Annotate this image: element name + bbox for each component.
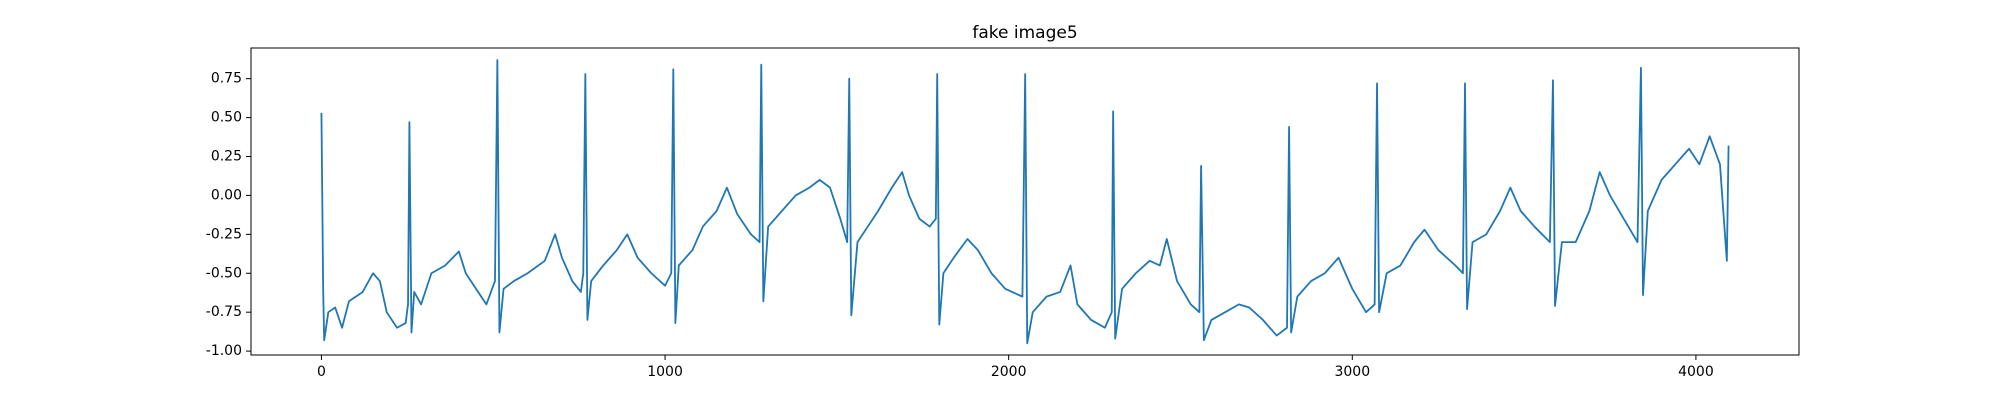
y-tick-label: -0.25 bbox=[206, 226, 242, 242]
y-tick-label: -0.75 bbox=[206, 304, 242, 320]
chart-title: fake image5 bbox=[972, 23, 1077, 43]
x-tick-label: 1000 bbox=[647, 364, 683, 380]
y-tick-label: 0.25 bbox=[211, 149, 242, 165]
y-tick-label: -1.00 bbox=[206, 343, 242, 359]
y-tick-label: -0.50 bbox=[206, 265, 242, 281]
data-line bbox=[320, 59, 1730, 345]
x-tick-label: 2000 bbox=[991, 364, 1027, 380]
y-tick-label: 0.00 bbox=[211, 187, 242, 203]
x-tick-label: 4000 bbox=[1678, 364, 1714, 380]
y-tick-label: 0.50 bbox=[211, 110, 242, 126]
y-tick-label: 0.75 bbox=[211, 71, 242, 87]
x-tick-label: 3000 bbox=[1334, 364, 1370, 380]
x-tick-label: 0 bbox=[317, 364, 326, 380]
plot-frame bbox=[250, 47, 1800, 356]
